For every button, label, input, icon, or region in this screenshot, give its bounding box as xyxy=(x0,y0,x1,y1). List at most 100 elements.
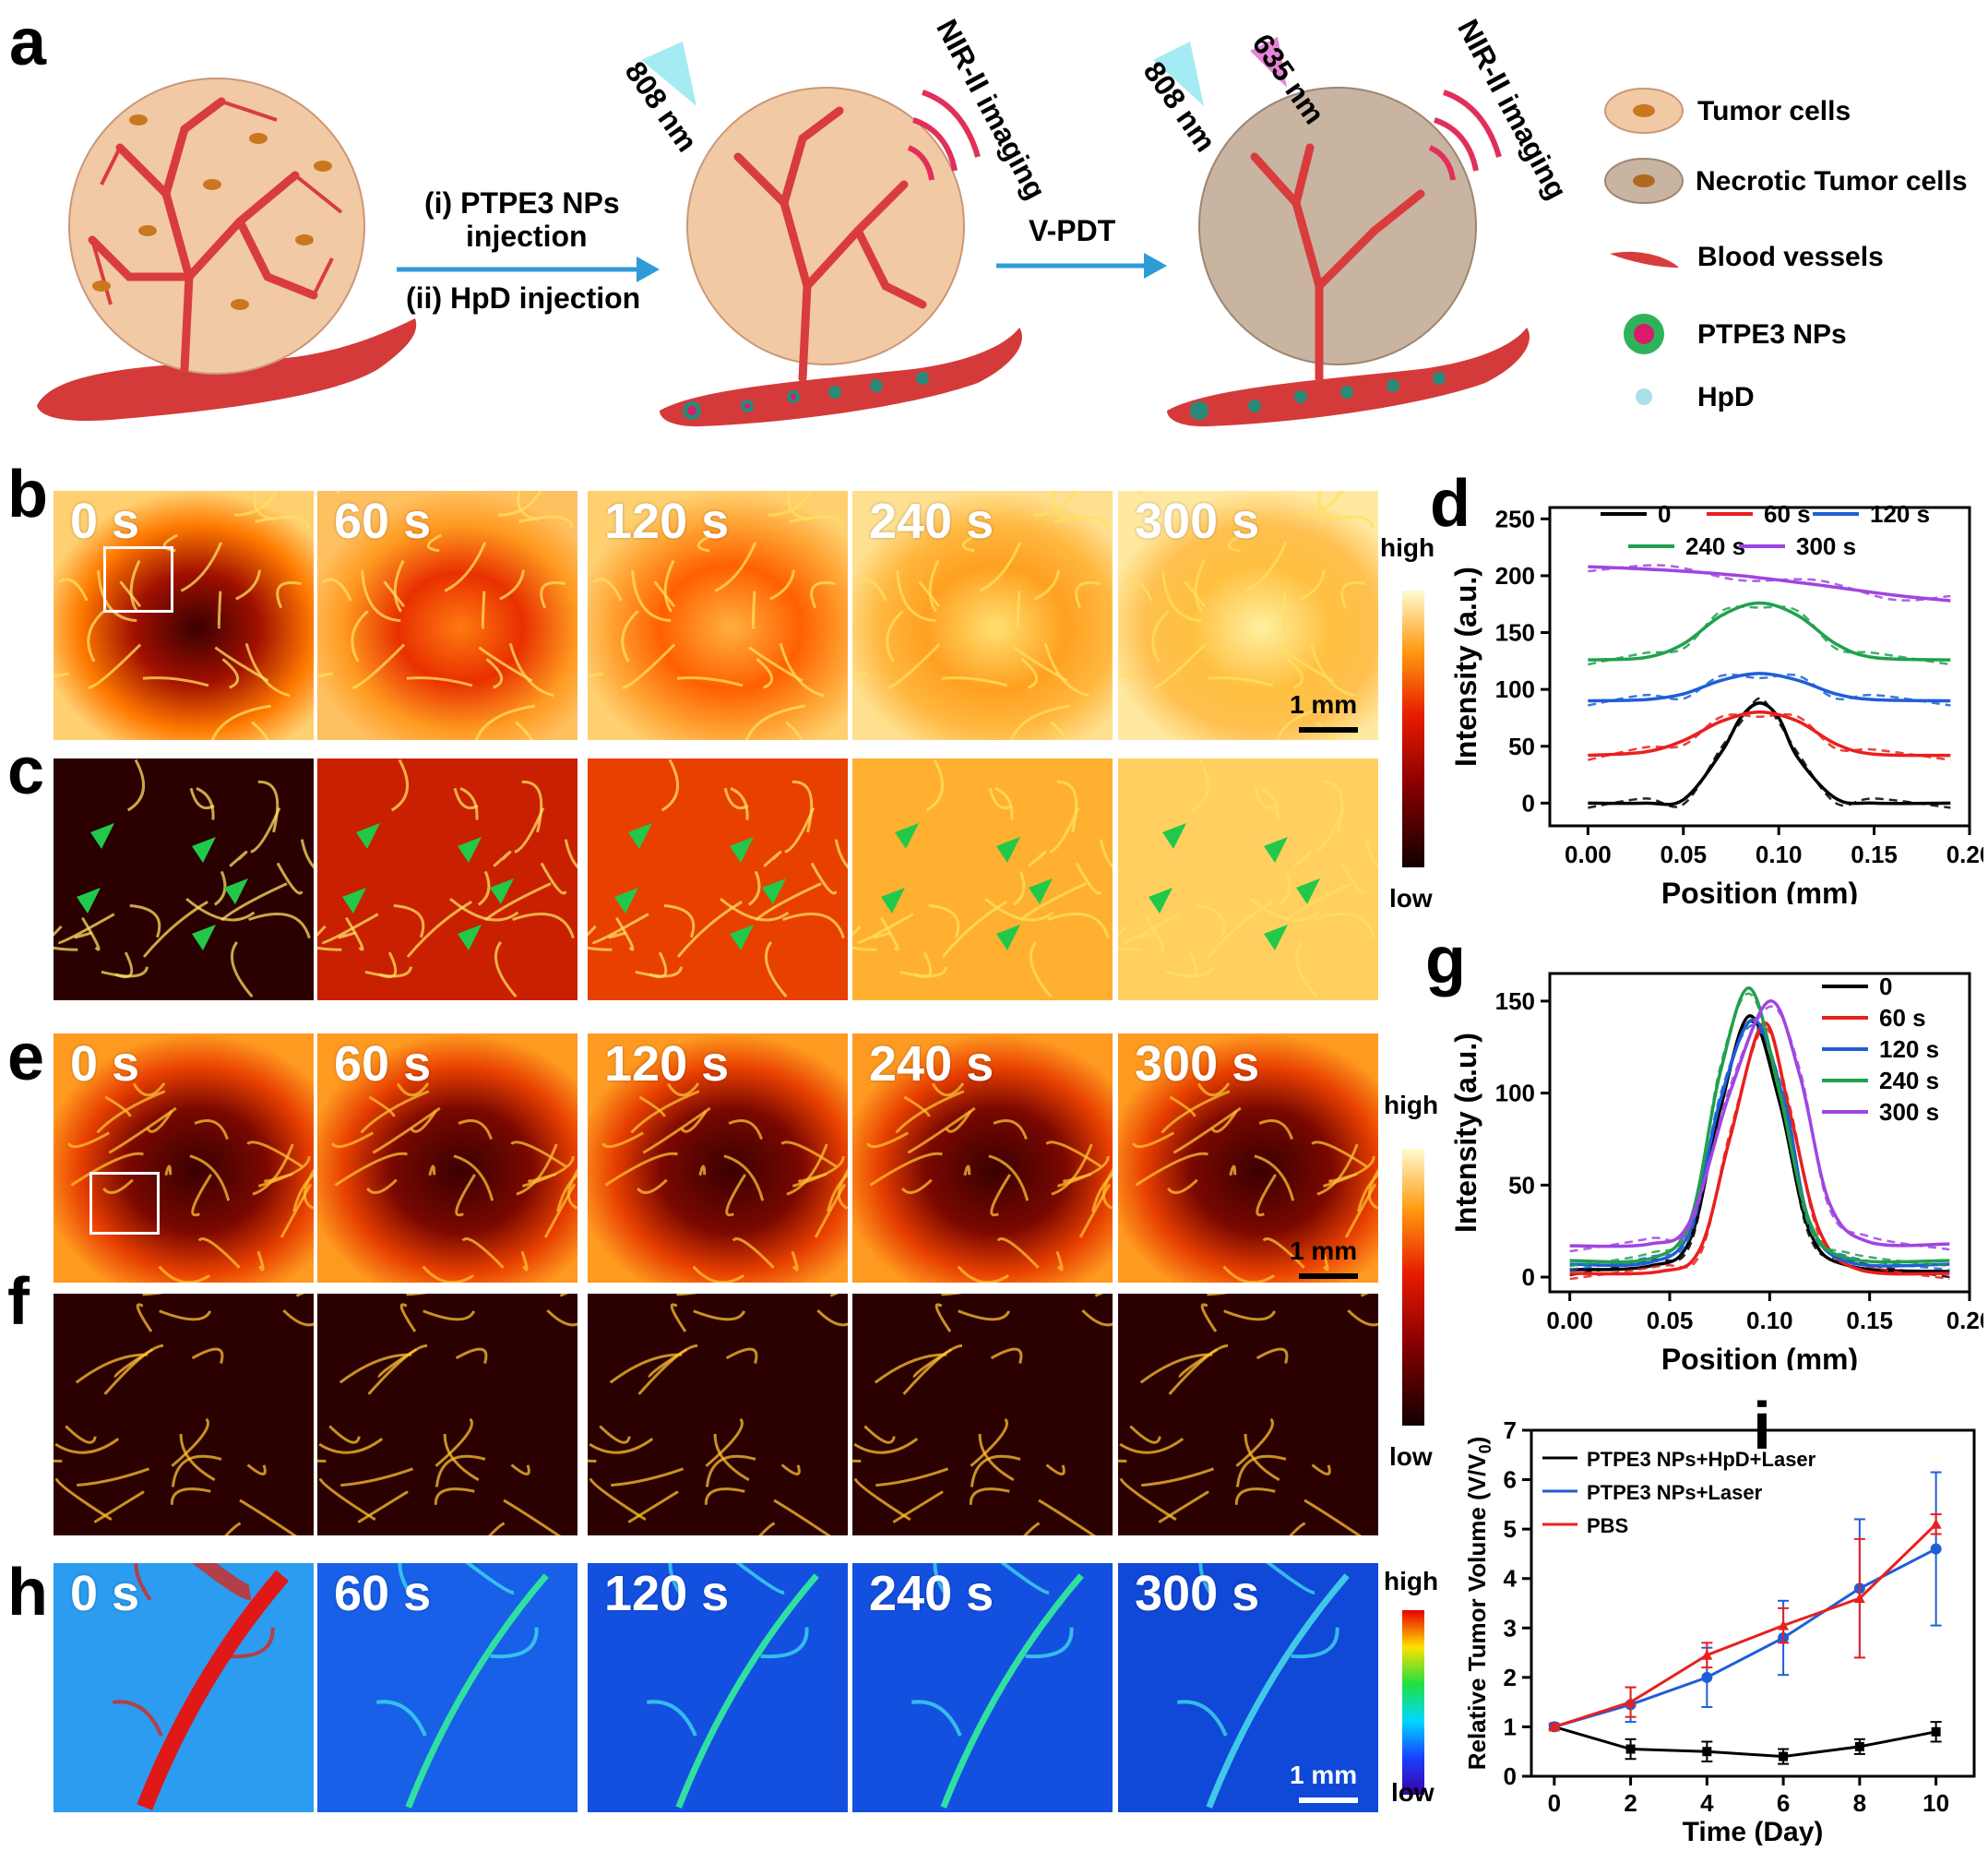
x-tick-label: 0.10 xyxy=(1746,1307,1793,1334)
image-h-4: 300 s xyxy=(1118,1563,1378,1812)
y-tick-label: 2 xyxy=(1504,1664,1517,1691)
data-point xyxy=(1702,1747,1712,1757)
zoom-box-b xyxy=(103,546,173,613)
scale-bar-label: 1 mm xyxy=(1290,1236,1358,1265)
panel-letter-b: b xyxy=(7,458,48,531)
green-arrow-icon xyxy=(996,837,1020,863)
x-tick-label: 0.00 xyxy=(1565,841,1612,868)
data-point xyxy=(1625,1744,1636,1754)
time-label: 120 s xyxy=(604,1566,730,1621)
panel-letter-c: c xyxy=(7,734,45,808)
y-tick-label: 6 xyxy=(1504,1466,1517,1494)
y-axis-label: Intensity (a.u.) xyxy=(1449,567,1482,767)
data-point xyxy=(1701,1671,1713,1683)
image-c-2 xyxy=(588,758,848,1000)
x-tick-label: 0.05 xyxy=(1647,1307,1694,1334)
colorbar-jet xyxy=(1402,1610,1424,1795)
panel-letter-f: f xyxy=(7,1265,30,1339)
y-tick-label: 250 xyxy=(1495,505,1535,532)
legend-label: 120 s xyxy=(1879,1035,1939,1063)
time-label: 240 s xyxy=(869,1566,994,1621)
arrow-vpdt xyxy=(1144,253,1167,279)
colorbar-hot-1 xyxy=(1402,591,1424,867)
y-tick-label: 4 xyxy=(1504,1565,1518,1593)
time-label: 60 s xyxy=(334,494,432,549)
chart-g-intensity-profiles: 0.00 0.05 0.10 0.15 0.20 0 50 100 150 Position (m… xyxy=(1449,972,1983,1370)
image-f-2 xyxy=(588,1294,848,1535)
legend-label: 120 s xyxy=(1870,500,1930,528)
panel-letter-d: d xyxy=(1430,467,1470,541)
data-point xyxy=(1931,1726,1941,1737)
image-e-3: 240 s xyxy=(852,1033,1113,1283)
legend-ptpe3: PTPE3 NPs xyxy=(1697,319,1847,350)
legend-label: 240 s xyxy=(1685,532,1745,560)
image-c-1 xyxy=(317,758,577,1000)
x-tick-label: 10 xyxy=(1923,1789,1949,1817)
series-line xyxy=(1553,1523,1937,1728)
green-arrow-icon xyxy=(1149,888,1173,914)
y-tick-label: 0 xyxy=(1522,789,1535,817)
step2-label: (ii) HpD injection xyxy=(406,281,641,315)
laser-808-icon xyxy=(641,42,696,106)
blood-vessel-icon xyxy=(1610,251,1679,268)
green-arrow-icon xyxy=(1162,823,1186,849)
image-b-4: 300 s xyxy=(1118,491,1378,740)
series-line xyxy=(1553,1547,1937,1728)
colorbar-low-1: low xyxy=(1389,884,1433,913)
series-raw-line xyxy=(1588,712,1951,761)
series-fit-line xyxy=(1588,565,1951,603)
step1-line2: injection xyxy=(466,220,588,253)
series-raw-line xyxy=(1588,697,1951,809)
panel-letter-a: a xyxy=(9,6,47,79)
hpd-icon xyxy=(1636,388,1652,405)
data-point xyxy=(1853,1593,1865,1604)
x-tick-label: 6 xyxy=(1777,1789,1790,1817)
image-e-1: 60 s xyxy=(317,1033,577,1283)
series-raw-line xyxy=(1588,673,1951,707)
green-arrow-icon xyxy=(490,878,514,904)
image-b-0: 0 s xyxy=(54,491,314,740)
y-tick-label: 7 xyxy=(1504,1416,1517,1444)
x-tick-label: 2 xyxy=(1624,1789,1637,1817)
green-arrow-icon xyxy=(895,823,919,849)
x-tick-label: 4 xyxy=(1700,1789,1714,1817)
nir-wave-icon-1 xyxy=(907,90,981,181)
y-tick-label: 0 xyxy=(1522,1263,1535,1291)
x-tick-label: 0.20 xyxy=(1946,841,1983,868)
image-h-0: 0 s xyxy=(54,1563,314,1812)
y-tick-label: 200 xyxy=(1495,562,1535,590)
y-tick-label: 5 xyxy=(1504,1515,1517,1543)
image-e-2: 120 s xyxy=(588,1033,848,1283)
series-raw-line xyxy=(1569,992,1950,1268)
colorbar-high-3: high xyxy=(1384,1567,1439,1595)
x-axis-label: Position (mm) xyxy=(1661,1343,1858,1370)
time-label: 300 s xyxy=(1135,1036,1260,1092)
colorbar-hot-2 xyxy=(1402,1149,1424,1426)
legend-label: 60 s xyxy=(1764,500,1811,528)
colorbar-low-2: low xyxy=(1389,1442,1433,1471)
green-arrow-icon xyxy=(996,925,1020,950)
image-c-3 xyxy=(852,758,1113,1000)
y-tick-label: 50 xyxy=(1508,1171,1535,1199)
x-axis-label: Time (Day) xyxy=(1683,1817,1824,1845)
plot-frame xyxy=(1530,1428,1976,1778)
y-axis-label: Intensity (a.u.) xyxy=(1449,1033,1482,1233)
x-tick-label: 0.10 xyxy=(1756,841,1803,868)
series-raw-line xyxy=(1569,1023,1950,1272)
tumor-before-treatment xyxy=(37,78,417,422)
nir-wave-icon-2 xyxy=(1428,90,1502,181)
data-point xyxy=(1548,1721,1560,1732)
series-fit-line xyxy=(1588,672,1951,703)
y-tick-label: 1 xyxy=(1504,1713,1517,1740)
colorbar-low-3: low xyxy=(1391,1778,1434,1807)
green-arrow-icon xyxy=(192,837,216,863)
series-fit-line xyxy=(1588,711,1951,758)
panel-letter-e: e xyxy=(7,1021,45,1094)
legend-tumor-cells: Tumor cells xyxy=(1697,96,1851,126)
tumor-after-injection xyxy=(660,87,1022,427)
data-point xyxy=(1778,1619,1790,1630)
green-arrow-icon xyxy=(458,837,482,863)
chart-i-tumor-volume: 0 2 4 6 8 10 0 1 2 3 4 5 6 7 Time (Day) Relative Tumor … xyxy=(1463,1416,1976,1845)
panel-letter-h: h xyxy=(7,1556,48,1630)
time-label: 300 s xyxy=(1135,1566,1260,1621)
